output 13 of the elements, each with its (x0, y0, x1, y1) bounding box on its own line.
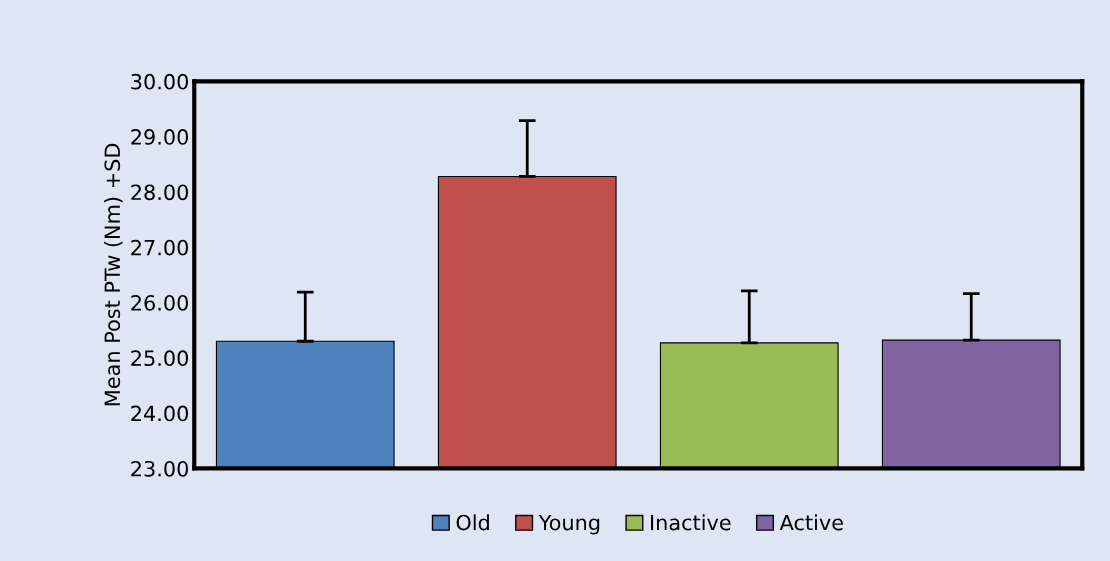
legend-label: Young (538, 514, 600, 535)
legend-label: Inactive (651, 514, 731, 531)
y-tick-label: 29.00 (131, 129, 189, 145)
y-tick-label: 24.00 (131, 405, 189, 422)
y-tick-label: 30.00 (131, 73, 189, 90)
legend-label: Active (779, 514, 843, 531)
y-axis-title: Mean Post PTw (Nm) +SD (104, 143, 123, 406)
y-tick-label: 25.00 (131, 350, 189, 367)
y-tick-label: 28.00 (131, 184, 189, 201)
legend-label: Old (456, 514, 489, 531)
y-tick-label: 23.00 (131, 460, 189, 477)
y-tick-label: 27.00 (131, 239, 189, 256)
y-tick-label: 26.00 (131, 294, 189, 311)
